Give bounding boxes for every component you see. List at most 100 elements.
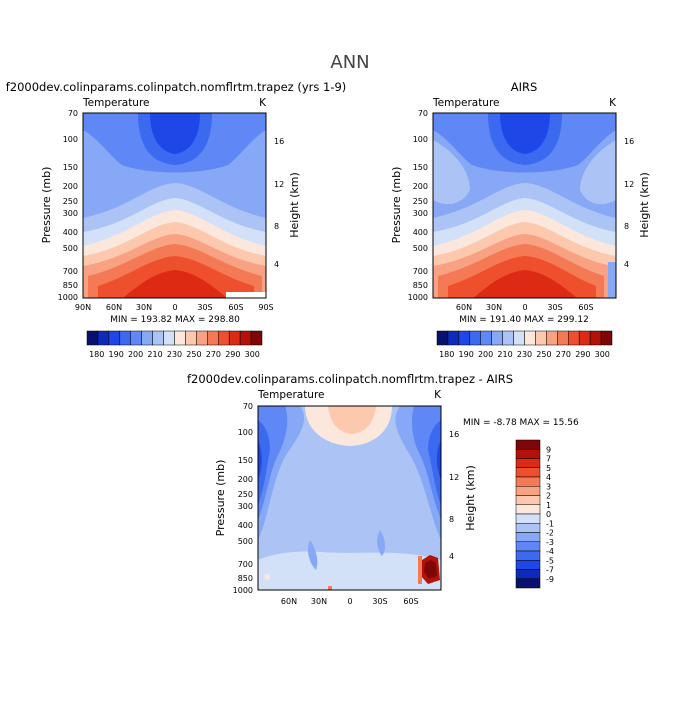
colorbar-label: -7 — [546, 566, 554, 575]
panel-obs-xtick: 0 — [522, 303, 527, 312]
colorbar-label: 190 — [459, 350, 474, 359]
colorbar-box — [185, 330, 197, 346]
colorbar-box — [86, 330, 99, 346]
panel-obs-xtick: 60N — [456, 303, 472, 312]
panel-model-ytick: 400 — [63, 228, 78, 237]
panel-diff-ytick: 400 — [238, 521, 253, 530]
colorbar-label: 270 — [206, 350, 221, 359]
panel-obs-field — [433, 113, 616, 298]
colorbar-box — [141, 330, 153, 346]
panel-obs-ylabel: Pressure (mb) — [390, 167, 403, 244]
panel-obs-ytick: 850 — [413, 281, 428, 290]
colorbar-box — [589, 330, 602, 346]
panel-model-colorbar: 180 190 200 210 230 250 270 290 300 — [86, 330, 263, 359]
panel-diff-title: f2000dev.colinparams.colinpatch.nomflrtm… — [187, 372, 513, 386]
colorbar-box — [228, 330, 241, 346]
panel-diff-ytick: 700 — [238, 560, 253, 569]
colorbar-box — [557, 330, 569, 346]
colorbar-label: 210 — [147, 350, 162, 359]
colorbar-box — [515, 439, 541, 450]
colorbar-box — [152, 330, 164, 346]
colorbar-label: -9 — [546, 575, 554, 584]
colorbar-label: 300 — [245, 350, 260, 359]
colorbar-label: 300 — [595, 350, 610, 359]
colorbar-box — [447, 330, 460, 346]
panel-diff-xtick: 30N — [311, 597, 327, 606]
colorbar-label: 3 — [546, 482, 551, 491]
panel-diff-left-label: Temperature — [257, 389, 325, 401]
colorbar-box — [515, 504, 541, 515]
panel-obs-xtick: 30S — [547, 303, 562, 312]
panel-diff-y2tick: 16 — [449, 430, 459, 439]
colorbar-label: 200 — [478, 350, 493, 359]
colorbar-box — [458, 330, 471, 346]
colorbar-box — [515, 569, 541, 579]
colorbar-box — [163, 330, 175, 346]
panel-diff-ytick: 850 — [238, 574, 253, 583]
panel-diff: f2000dev.colinparams.colinpatch.nomflrtm… — [187, 372, 579, 606]
panel-model-ytick: 200 — [63, 182, 78, 191]
panel-model-ytick: 100 — [63, 135, 78, 144]
panel-model-ytick: 70 — [68, 109, 78, 118]
panel-diff-ytick: 1000 — [233, 586, 253, 595]
panel-obs: AIRS Temperature K 70 100 150 200 250 — [390, 80, 651, 359]
panel-obs-ytick: 200 — [413, 182, 428, 191]
colorbar-label: 2 — [546, 492, 551, 501]
colorbar-box — [515, 560, 541, 570]
panel-model-xtick: 90N — [75, 303, 91, 312]
panel-model-ytick: 700 — [63, 267, 78, 276]
colorbar-box — [207, 330, 219, 346]
panel-model-xtick: 90S — [258, 303, 273, 312]
colorbar-label: 1 — [546, 501, 551, 510]
panel-diff-ytick: 100 — [238, 428, 253, 437]
colorbar-box — [469, 330, 481, 346]
colorbar-box — [218, 330, 230, 346]
colorbar-label: -5 — [546, 556, 554, 565]
colorbar-box — [130, 330, 142, 346]
panel-model-ytick: 150 — [63, 163, 78, 172]
panel-obs-title: AIRS — [511, 80, 538, 94]
panel-model-y2tick: 8 — [274, 222, 279, 231]
panel-diff-field — [258, 406, 441, 590]
panel-model-ytick: 1000 — [58, 293, 78, 302]
panel-obs-ytick: 300 — [413, 209, 428, 218]
colorbar-box — [97, 330, 110, 346]
colorbar-box — [515, 467, 541, 478]
colorbar-box — [515, 486, 541, 496]
panel-obs-y2tick: 8 — [624, 222, 629, 231]
panel-obs-left-label: Temperature — [432, 97, 500, 109]
colorbar-box — [535, 330, 547, 346]
panel-model-xtick: 60S — [228, 303, 243, 312]
panel-model-stats: MIN = 193.82 MAX = 298.80 — [110, 315, 240, 325]
colorbar-box — [515, 476, 541, 487]
colorbar-box — [515, 532, 541, 542]
colorbar-box — [600, 330, 613, 346]
panel-diff-ytick: 200 — [238, 475, 253, 484]
panel-model-field — [83, 113, 266, 298]
colorbar-box — [436, 330, 449, 346]
panel-obs-y2tick: 4 — [624, 260, 629, 269]
panel-obs-ytick: 150 — [413, 163, 428, 172]
panel-model-xtick: 60N — [106, 303, 122, 312]
colorbar-label: -4 — [546, 547, 554, 556]
colorbar-box — [546, 330, 558, 346]
panel-model-xtick: 30N — [136, 303, 152, 312]
colorbar-label: 230 — [167, 350, 182, 359]
colorbar-label: 250 — [536, 350, 551, 359]
panel-diff-ylabel: Pressure (mb) — [214, 460, 227, 537]
panel-obs-ytick: 100 — [413, 135, 428, 144]
colorbar-label: 180 — [89, 350, 104, 359]
panel-model-ylabel: Pressure (mb) — [40, 167, 53, 244]
panel-obs-ytick: 250 — [413, 197, 428, 206]
panel-diff-stats: MIN = -8.78 MAX = 15.56 — [463, 418, 579, 428]
figure-title: ANN — [330, 52, 369, 73]
colorbar-box — [515, 458, 541, 468]
colorbar-label: 190 — [109, 350, 124, 359]
colorbar-label: 180 — [439, 350, 454, 359]
colorbar-box — [108, 330, 121, 346]
panel-obs-right-label: K — [609, 97, 617, 109]
colorbar-label: -3 — [546, 538, 554, 547]
panel-obs-ytick: 500 — [413, 244, 428, 253]
panel-diff-xtick: 0 — [347, 597, 352, 606]
